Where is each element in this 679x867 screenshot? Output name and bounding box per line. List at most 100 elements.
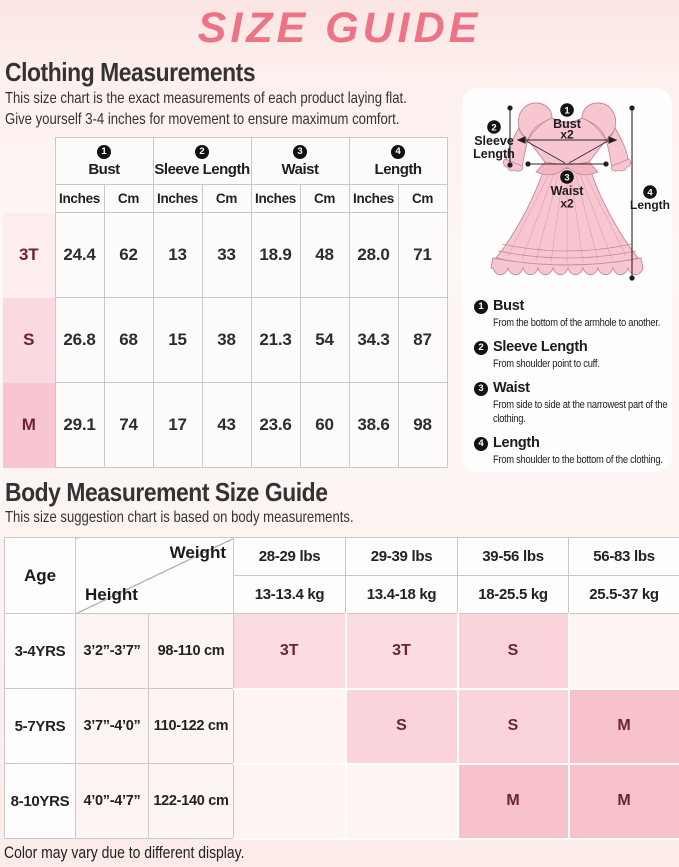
age-column-header: Age xyxy=(4,537,76,614)
measurement-cell: 74 xyxy=(103,382,154,468)
color-disclaimer: Color may vary due to different display. xyxy=(4,843,245,862)
measurement-cell: 60 xyxy=(299,382,350,468)
column-header-waist: 3 Waist xyxy=(250,137,350,185)
height-ft-cell: 4’0”-4’7” xyxy=(75,763,149,839)
size-row-label: S xyxy=(3,297,55,383)
table-corner-spacer xyxy=(3,138,55,213)
recommended-size-cell xyxy=(233,687,347,765)
height-ft-cell: 3’7”-4’0” xyxy=(75,688,149,764)
unit-header: Inches xyxy=(54,184,105,213)
table-row-m: M 29.1 74 17 43 23.6 60 38.6 98 xyxy=(3,382,448,468)
table-row-s: S 26.8 68 15 38 21.3 54 34.3 87 xyxy=(3,297,448,383)
definition-description: From shoulder to the bottom of the cloth… xyxy=(493,453,663,466)
circled-number-3: 3 xyxy=(474,381,488,396)
definition-term: Waist xyxy=(493,379,530,396)
weight-kg-header: 25.5-37 kg xyxy=(568,575,679,614)
measurement-cell: 13 xyxy=(152,212,203,298)
unit-header: Cm xyxy=(201,184,252,213)
measurement-cell: 71 xyxy=(397,212,448,298)
body-table-row-3-4yrs: 3-4YRS 3’2”-3’7” 98-110 cm 3T 3T S xyxy=(4,613,679,690)
age-cell: 3-4YRS xyxy=(4,613,76,689)
measurement-cell: 43 xyxy=(201,382,252,468)
sleeve-label-line1: Sleeve xyxy=(474,134,514,148)
circled-number-4: 4 xyxy=(474,437,488,452)
unit-header: Inches xyxy=(152,184,203,213)
definition-description: From side to side at the narrowest part … xyxy=(493,398,668,425)
measurement-cell: 38.6 xyxy=(348,382,399,468)
clothing-description-line1: This size chart is the exact measurement… xyxy=(5,90,407,107)
weight-height-diagonal-header: Weight Height xyxy=(75,537,234,614)
length-number: 4 xyxy=(647,188,653,199)
recommended-size-cell xyxy=(233,762,347,840)
recommended-size-cell: S xyxy=(344,687,459,765)
recommended-size-cell xyxy=(567,613,679,690)
page-title: SIZE GUIDE xyxy=(197,4,482,52)
sleeve-number: 2 xyxy=(491,123,496,134)
age-cell: 5-7YRS xyxy=(4,688,76,764)
height-ft-cell: 3’2”-3’7” xyxy=(75,613,149,689)
unit-header: Cm xyxy=(397,184,448,213)
measurement-cell: 68 xyxy=(103,297,154,383)
weight-lbs-header: 29-39 lbs xyxy=(345,537,458,576)
weight-lbs-header: 56-83 lbs xyxy=(568,537,679,576)
size-row-label: 3T xyxy=(3,212,55,298)
circled-number-3: 3 xyxy=(293,144,308,159)
recommended-size-cell xyxy=(344,762,459,840)
length-label: Length xyxy=(630,198,670,212)
body-table-row-5-7yrs: 5-7YRS 3’7”-4’0” 110-122 cm S S M xyxy=(4,687,679,765)
definition-term: Sleeve Length xyxy=(493,338,588,355)
size-diagram-card: 1 Bust x2 2 Sleeve Length 3 Waist x2 4 L… xyxy=(462,88,672,472)
weight-kg-header: 13-13.4 kg xyxy=(233,575,346,614)
age-cell: 8-10YRS xyxy=(4,763,76,839)
bust-number: 1 xyxy=(564,106,570,117)
measurement-cell: 48 xyxy=(299,212,350,298)
measurement-cell: 17 xyxy=(152,382,203,468)
height-label: Height xyxy=(85,585,138,604)
measurement-cell: 24.4 xyxy=(54,212,105,298)
unit-header: Cm xyxy=(299,184,350,213)
body-measurement-description: This size suggestion chart is based on b… xyxy=(5,509,354,526)
circled-number-1: 1 xyxy=(97,144,111,159)
bust-label: Bust xyxy=(553,117,582,131)
measurement-cell: 21.3 xyxy=(250,297,301,383)
measurement-cell: 33 xyxy=(201,212,252,298)
weight-kg-header: 13.4-18 kg xyxy=(345,575,458,614)
definition-length: 4 Length From shoulder to the bottom of … xyxy=(474,435,670,467)
body-measurement-heading: Body Measurement Size Guide xyxy=(5,477,328,507)
recommended-size-cell: 3T xyxy=(233,613,347,690)
circled-number-2: 2 xyxy=(474,340,488,355)
circled-number-4: 4 xyxy=(391,144,406,159)
weight-kg-header: 18-25.5 kg xyxy=(457,575,569,614)
dress-diagram-illustration: 1 Bust x2 2 Sleeve Length 3 Waist x2 4 L… xyxy=(473,102,670,281)
definition-term: Bust xyxy=(493,298,525,314)
definition-description: From shoulder point to cuff. xyxy=(493,357,600,370)
circled-number-1: 1 xyxy=(474,300,488,314)
definition-bust: 1 Bust From the bottom of the armhole to… xyxy=(474,298,670,330)
measurement-cell: 38 xyxy=(201,297,252,383)
size-row-label: M xyxy=(3,382,55,468)
waist-multiplier: x2 xyxy=(560,197,574,211)
measurement-definitions: 1 Bust From the bottom of the armhole to… xyxy=(462,296,672,467)
body-size-table: Age Weight Height 28-29 lbs 29-39 lbs 39… xyxy=(4,537,679,840)
measurement-cell: 54 xyxy=(299,297,350,383)
measurement-cell: 87 xyxy=(397,297,448,383)
clothing-size-table: 1 Bust 2 Sleeve Length 3 Waist 4 Length Inch… xyxy=(3,137,448,468)
unit-header: Inches xyxy=(348,184,399,213)
recommended-size-cell: 3T xyxy=(344,613,459,690)
unit-header: Cm xyxy=(103,184,154,213)
clothing-description-line2: Give yourself 3-4 inches for movement to… xyxy=(5,111,400,128)
unit-header: Inches xyxy=(250,184,301,213)
unit-header-row: Inches Cm Inches Cm Inches Cm Inches Cm xyxy=(3,184,448,213)
definition-description: From the bottom of the armhole to anothe… xyxy=(493,316,661,329)
bust-multiplier: x2 xyxy=(560,128,574,142)
body-table-row-8-10yrs: 8-10YRS 4’0”-4’7” 122-140 cm M M xyxy=(4,762,679,840)
definition-sleeve-length: 2 Sleeve Length From shoulder point to c… xyxy=(474,339,670,371)
recommended-size-cell: M xyxy=(567,762,679,840)
weight-lbs-header: 28-29 lbs xyxy=(233,537,346,576)
measurement-cell: 29.1 xyxy=(54,382,105,468)
column-header-length: 4 Length xyxy=(348,137,448,185)
measurement-cell: 28.0 xyxy=(348,212,399,298)
measurement-cell: 34.3 xyxy=(348,297,399,383)
weight-label: Weight xyxy=(169,543,226,562)
